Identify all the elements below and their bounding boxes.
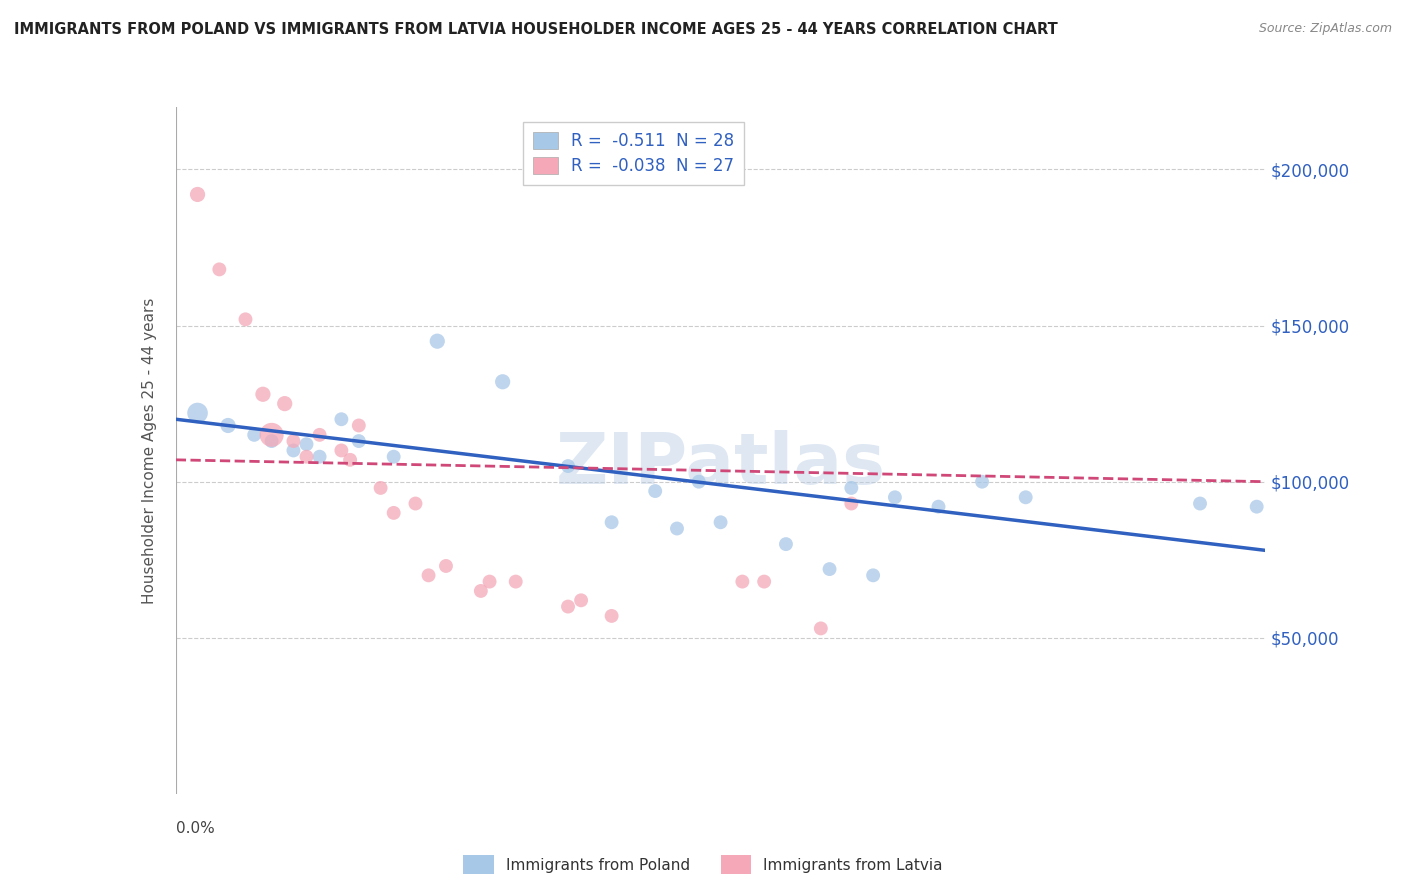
Point: [644, 483, 666, 498]
Point: [557, 458, 579, 473]
Point: [928, 500, 950, 514]
Y-axis label: Householder Income Ages 25 - 44 years: Householder Income Ages 25 - 44 years: [142, 297, 157, 604]
Point: [283, 434, 305, 449]
Point: [710, 515, 733, 529]
Point: [557, 599, 579, 614]
Point: [775, 537, 797, 551]
Point: [186, 406, 209, 420]
Point: [252, 387, 274, 401]
Legend: R =  -0.511  N = 28, R =  -0.038  N = 27: R = -0.511 N = 28, R = -0.038 N = 27: [523, 122, 744, 186]
Point: [283, 443, 305, 458]
Point: [217, 418, 239, 433]
Point: [260, 434, 283, 449]
Point: [186, 187, 209, 202]
Point: [260, 427, 283, 442]
Text: Source: ZipAtlas.com: Source: ZipAtlas.com: [1258, 22, 1392, 36]
Point: [731, 574, 754, 589]
Point: [841, 481, 863, 495]
Point: [818, 562, 841, 576]
Point: [382, 450, 405, 464]
Point: [505, 574, 527, 589]
Point: [688, 475, 710, 489]
Point: [418, 568, 440, 582]
Point: [754, 574, 776, 589]
Point: [370, 481, 392, 495]
Point: [1015, 490, 1038, 504]
Point: [970, 475, 993, 489]
Point: [308, 427, 330, 442]
Point: [235, 312, 257, 326]
Point: [330, 443, 353, 458]
Point: [295, 450, 318, 464]
Point: [666, 521, 689, 535]
Point: [274, 396, 297, 410]
Point: [492, 375, 515, 389]
Text: IMMIGRANTS FROM POLAND VS IMMIGRANTS FROM LATVIA HOUSEHOLDER INCOME AGES 25 - 44: IMMIGRANTS FROM POLAND VS IMMIGRANTS FRO…: [14, 22, 1057, 37]
Point: [841, 496, 863, 510]
Point: [382, 506, 405, 520]
Point: [600, 608, 623, 623]
Point: [470, 583, 492, 598]
Text: 0.0%: 0.0%: [176, 822, 215, 837]
Point: [434, 558, 457, 574]
Point: [330, 412, 353, 426]
Point: [347, 418, 370, 433]
Point: [810, 621, 832, 635]
Point: [405, 496, 427, 510]
Point: [243, 427, 266, 442]
Point: [308, 450, 330, 464]
Point: [208, 262, 231, 277]
Legend: Immigrants from Poland, Immigrants from Latvia: Immigrants from Poland, Immigrants from …: [457, 849, 949, 880]
Point: [347, 434, 370, 449]
Point: [295, 437, 318, 451]
Point: [478, 574, 501, 589]
Point: [339, 452, 361, 467]
Point: [862, 568, 884, 582]
Point: [1189, 496, 1212, 510]
Point: [426, 334, 449, 348]
Point: [600, 515, 623, 529]
Point: [1246, 500, 1268, 514]
Point: [569, 593, 592, 607]
Point: [884, 490, 907, 504]
Text: ZIPatlas: ZIPatlas: [555, 430, 886, 499]
